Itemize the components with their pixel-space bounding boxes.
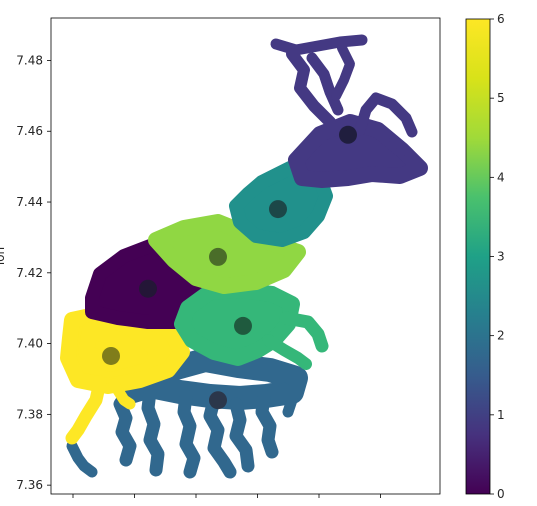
centroid-cluster-1 bbox=[339, 125, 357, 144]
colorbar-tick-label: 2 bbox=[497, 329, 505, 343]
colorbar-tick-label: 1 bbox=[497, 408, 505, 422]
colorbar-gradient bbox=[465, 18, 491, 495]
y-tick-label: 7.42 bbox=[16, 266, 43, 280]
y-tick-label: 7.38 bbox=[16, 407, 43, 421]
y-tick-label: 7.46 bbox=[16, 124, 43, 138]
y-tick-label: 7.40 bbox=[16, 337, 43, 351]
cluster-2-points bbox=[66, 348, 308, 479]
colorbar: 0 1 2 3 4 5 6 bbox=[465, 12, 505, 501]
colorbar-tick-label: 5 bbox=[497, 91, 505, 105]
y-tick-label: 7.36 bbox=[16, 478, 43, 492]
plot-area bbox=[51, 18, 440, 494]
colorbar-ticks: 0 1 2 3 4 5 6 bbox=[490, 12, 505, 501]
colorbar-tick-label: 4 bbox=[497, 170, 505, 184]
cluster-1-points bbox=[270, 34, 428, 188]
cluster-5-points bbox=[148, 214, 306, 294]
y-axis-label: lon bbox=[0, 247, 7, 265]
y-tick-label: 7.48 bbox=[16, 53, 43, 67]
cluster-centroids bbox=[102, 125, 357, 410]
centroid-cluster-3 bbox=[269, 200, 287, 219]
x-axis bbox=[72, 494, 381, 498]
centroid-cluster-0 bbox=[139, 279, 157, 298]
centroid-cluster-5 bbox=[209, 247, 227, 266]
plot-frame bbox=[50, 17, 441, 495]
y-tick-label: 7.44 bbox=[16, 195, 43, 209]
centroid-cluster-6 bbox=[102, 346, 120, 365]
colorbar-tick-label: 3 bbox=[497, 250, 505, 264]
y-axis: 7.36 7.38 7.40 7.42 7.44 7.46 7.48 bbox=[16, 53, 51, 492]
centroid-cluster-2 bbox=[209, 391, 227, 410]
colorbar-tick-label: 0 bbox=[497, 487, 505, 501]
colorbar-tick-label: 6 bbox=[497, 12, 505, 26]
centroid-cluster-4 bbox=[234, 316, 252, 335]
